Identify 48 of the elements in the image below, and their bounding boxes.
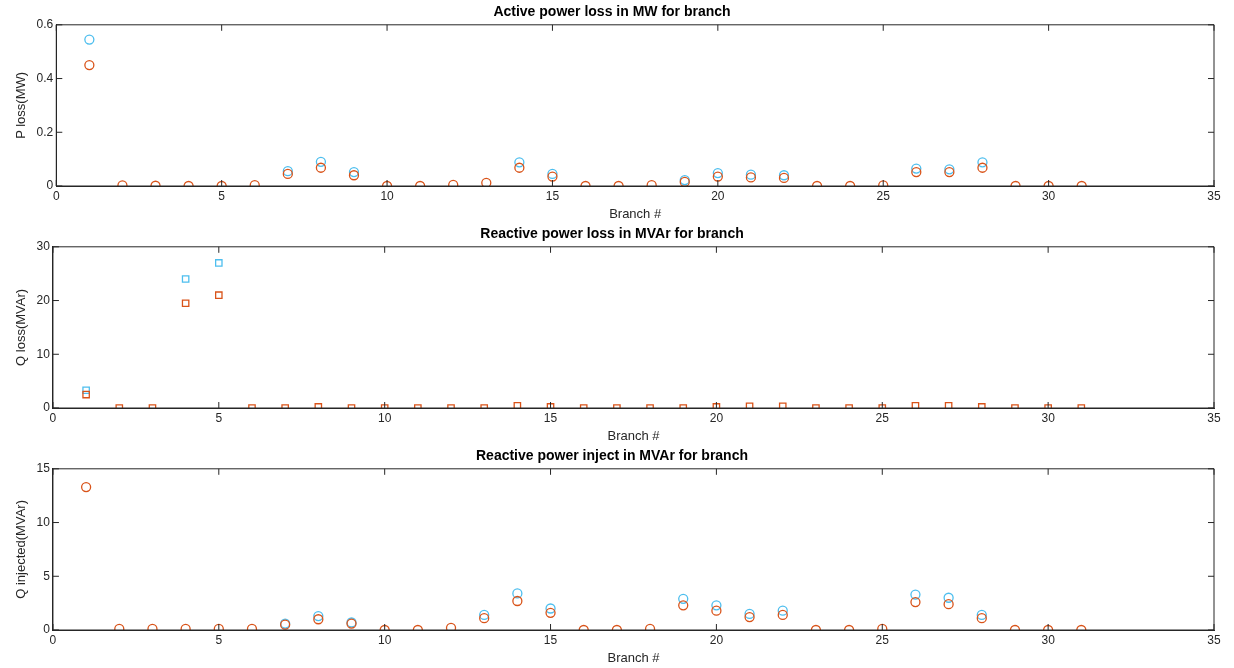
y-tick-label: 0 [43,400,51,415]
point [214,291,223,299]
x-tick-label: 20 [709,410,724,425]
x-tick-label: 15 [543,410,558,425]
x-tick-label: 20 [711,188,725,203]
x-axis-title: Branch # [607,649,661,665]
x-tick-label: 35 [1207,632,1221,647]
x-tick-label: 10 [378,632,392,647]
point [214,259,223,267]
x-axis-title: Branch # [609,205,662,221]
point [181,275,190,283]
x-tick-label: 35 [1207,188,1221,203]
y-axis-title: Q loss(MVAr) [13,288,29,366]
x-tick-label: 30 [1041,188,1056,203]
x-tick-label: 10 [378,410,392,425]
y-tick-label: 20 [36,292,51,307]
point [82,390,90,399]
y-tick-label: 15 [36,461,51,476]
chart-title: Active power loss in MW for branch [493,3,731,20]
y-axis-title: P loss(MW) [13,71,29,139]
y-axis-title: Q injected(MVAr) [13,500,29,599]
x-tick-label: 25 [875,410,890,425]
x-tick-label: 25 [875,632,890,647]
y-tick-label: 10 [36,514,51,529]
x-tick-label: 5 [218,188,226,203]
chart-title: Reactive power inject in MVAr for branch [475,447,749,464]
y-tick-label: 10 [36,346,51,361]
y-tick-label: 0.6 [36,17,54,32]
x-tick-label: 25 [876,188,891,203]
y-tick-label: 0.4 [36,70,54,85]
y-tick-label: 30 [36,239,51,254]
y-tick-label: 0 [43,622,51,637]
y-tick-label: 0.2 [36,124,54,139]
x-tick-label: 5 [215,410,223,425]
y-tick-label: 5 [43,568,51,583]
x-tick-label: 15 [545,188,560,203]
y-tick-label: 0 [46,178,54,193]
x-tick-label: 10 [380,188,395,203]
chart-title: Reactive power loss in MVAr for branch [480,225,744,242]
x-tick-label: 15 [543,632,558,647]
x-tick-label: 35 [1207,410,1221,425]
x-tick-label: 5 [215,632,223,647]
x-tick-label: 30 [1041,410,1056,425]
x-axis-title: Branch # [607,427,661,443]
point [181,299,190,308]
x-tick-label: 20 [709,632,724,647]
x-tick-label: 30 [1041,632,1056,647]
point [82,386,90,395]
